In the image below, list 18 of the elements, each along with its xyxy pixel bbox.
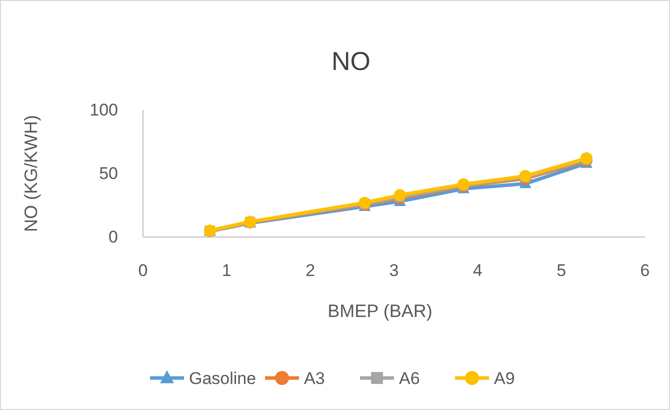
- x-tick-label: 4: [472, 261, 482, 280]
- legend-label: A9: [494, 369, 515, 388]
- x-tick-label: 0: [138, 261, 148, 280]
- x-tick-label: 2: [306, 261, 316, 280]
- x-tick-label: 6: [640, 261, 650, 280]
- chart-title: NO: [332, 46, 370, 76]
- y-tick-label: 100: [90, 100, 118, 120]
- y-tick-label: 0: [108, 227, 118, 246]
- legend-label: A3: [304, 369, 325, 388]
- y-axis-title: NO (KG/KWH): [21, 115, 41, 232]
- y-tick-label: 50: [99, 164, 118, 183]
- x-tick-label: 5: [556, 261, 566, 280]
- point: [394, 189, 406, 202]
- x-axis-title: BMEP (BAR): [328, 301, 432, 321]
- x-tick-label: 3: [389, 261, 399, 280]
- legend-label: A6: [399, 369, 420, 388]
- legend-label: Gasoline: [189, 369, 256, 388]
- x-tick-label: 1: [222, 261, 232, 280]
